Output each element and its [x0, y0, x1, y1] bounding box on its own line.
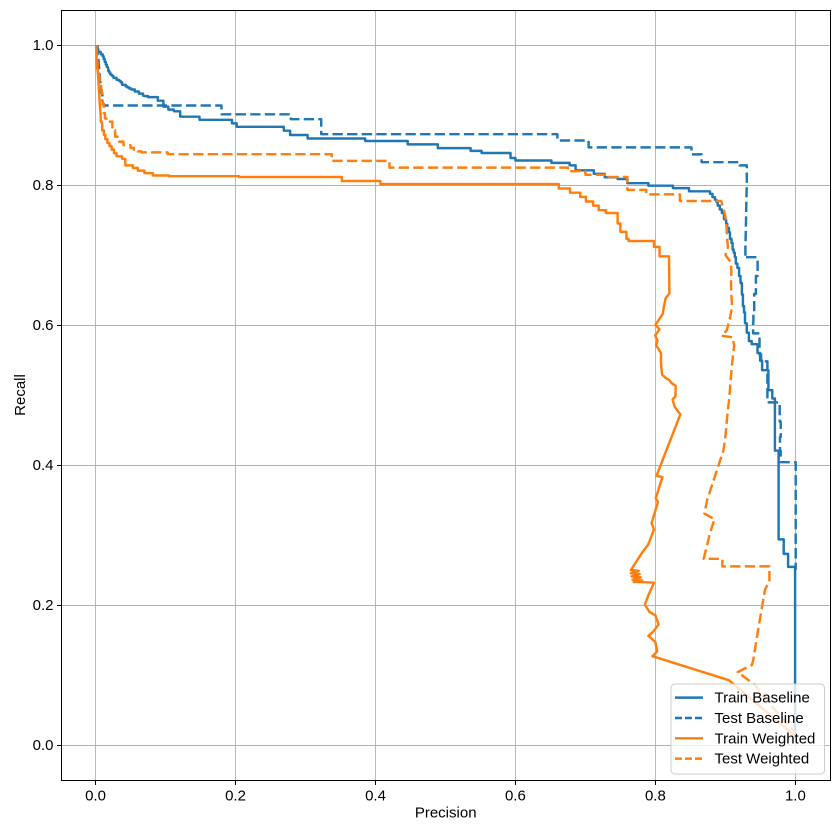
svg-text:0.6: 0.6	[33, 317, 54, 334]
svg-text:0.2: 0.2	[225, 788, 246, 805]
svg-text:0.2: 0.2	[33, 597, 54, 614]
svg-text:Train Weighted: Train Weighted	[715, 730, 816, 747]
svg-text:0.0: 0.0	[33, 737, 54, 754]
svg-text:Precision: Precision	[415, 805, 477, 822]
svg-text:0.6: 0.6	[505, 788, 526, 805]
svg-text:1.0: 1.0	[33, 37, 54, 54]
svg-text:Recall: Recall	[12, 374, 29, 416]
svg-text:0.0: 0.0	[85, 788, 106, 805]
svg-text:0.8: 0.8	[645, 788, 666, 805]
svg-text:Test Weighted: Test Weighted	[715, 751, 810, 768]
svg-text:1.0: 1.0	[785, 788, 806, 805]
svg-text:Train Baseline: Train Baseline	[715, 690, 810, 707]
svg-text:Test Baseline: Test Baseline	[715, 710, 804, 727]
svg-text:0.8: 0.8	[33, 177, 54, 194]
svg-text:0.4: 0.4	[365, 788, 386, 805]
svg-text:0.4: 0.4	[33, 457, 54, 474]
